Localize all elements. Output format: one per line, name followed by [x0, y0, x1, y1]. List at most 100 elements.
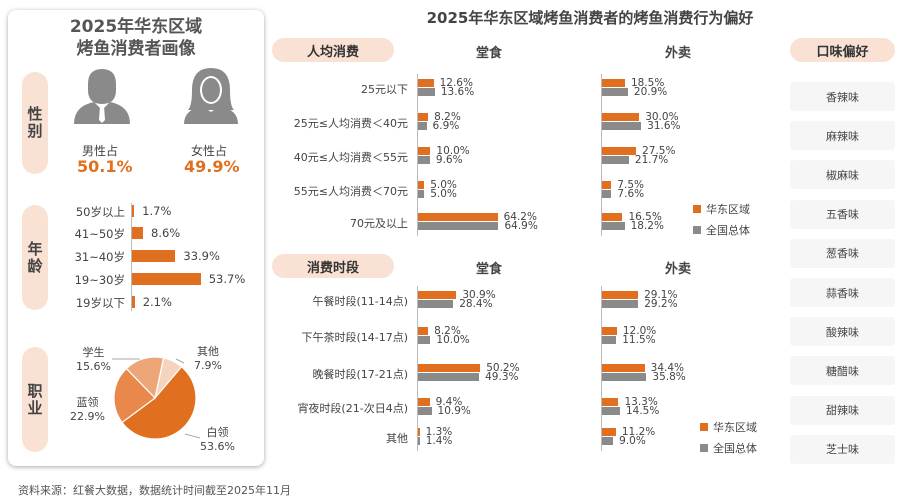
- bar-value: 7.6%: [617, 188, 645, 200]
- taste-item: 蒜香味: [790, 278, 895, 307]
- pie-slice-白领: [121, 365, 197, 440]
- taste-pill: 口味偏好: [790, 38, 895, 62]
- bar-value: 30.0%: [645, 111, 679, 123]
- female-icon: [184, 68, 238, 124]
- bar-category: 其他: [386, 432, 408, 445]
- bar-dine_in-east: [418, 79, 434, 87]
- bar-dine_in-national: [418, 122, 427, 130]
- female-value: 49.9%: [184, 157, 240, 176]
- bar-value: 10.9%: [437, 405, 471, 417]
- bar-takeout-national: [602, 373, 647, 381]
- bar-value: 12.0%: [622, 325, 657, 337]
- age-value: 8.6%: [151, 226, 181, 240]
- bar-value: 50.2%: [486, 362, 520, 374]
- age-category: 31~40岁: [74, 250, 125, 264]
- bar-dine_in-national: [418, 373, 480, 381]
- bar-value: 10.0%: [436, 145, 470, 157]
- bar-takeout-national: [602, 88, 628, 96]
- occupation-pie: [112, 356, 201, 440]
- bar-value: 35.8%: [652, 371, 686, 383]
- age-category: 19~30岁: [74, 273, 125, 287]
- bar-takeout-east: [602, 79, 625, 87]
- main-title: 2025年华东区域烤鱼消费者的烤鱼消费行为偏好: [426, 9, 754, 27]
- taste-item: 麻辣味: [790, 121, 895, 151]
- bar-takeout-national: [602, 336, 617, 344]
- bar-category: 55元≤人均消费＜70元: [293, 185, 408, 198]
- age-value: 33.9%: [183, 249, 220, 263]
- bar-value: 13.6%: [440, 86, 475, 98]
- bar-dine_in-national: [418, 190, 425, 198]
- age-category: 50岁以上: [75, 205, 125, 219]
- bar-dine_in-national: [418, 222, 499, 230]
- bar-value: 9.0%: [619, 435, 646, 447]
- legend-item-national: 全国总体: [693, 222, 750, 238]
- bar-dine_in-national: [418, 437, 420, 445]
- bar-dine_in-national: [418, 336, 431, 344]
- bar-value: 9.4%: [435, 396, 463, 408]
- bar-value: 16.5%: [628, 211, 662, 223]
- bar-value: 18.5%: [630, 77, 665, 89]
- bar-takeout-national: [602, 407, 620, 415]
- bar-value: 28.4%: [459, 298, 493, 310]
- bar-takeout-national: [602, 122, 642, 130]
- bar-dine_in-national: [418, 156, 430, 164]
- bar-category: 25元以下: [361, 83, 408, 96]
- female-label: 女性占: [191, 144, 228, 158]
- bar-category: 25元≤人均消费＜40元: [293, 117, 408, 130]
- bar-value: 1.3%: [425, 426, 453, 438]
- leader-line: [184, 433, 201, 439]
- bar-takeout-east: [602, 364, 645, 372]
- bar-value: 9.6%: [435, 154, 463, 166]
- bar-dine_in-east: [418, 113, 429, 121]
- pie-label-student: 学生 15.6%: [76, 346, 111, 373]
- legend-bottom: 华东区域 全国总体: [700, 419, 757, 456]
- bar-takeout-east: [602, 147, 637, 155]
- bar-value: 31.6%: [647, 120, 681, 132]
- bar-takeout-east: [602, 327, 617, 335]
- bar-value: 12.6%: [439, 77, 473, 89]
- portrait-title: 2025年华东区域 烤鱼消费者画像: [69, 17, 203, 59]
- bar-value: 29.2%: [644, 298, 678, 310]
- bar-takeout-east: [602, 291, 639, 299]
- age-bar: [132, 205, 135, 217]
- age-category: 19岁以下: [75, 296, 125, 310]
- taste-item: 糖醋味: [790, 356, 895, 386]
- bar-category: 70元及以上: [350, 217, 408, 230]
- bar-value: 10.0%: [436, 334, 470, 346]
- bar-value: 30.9%: [462, 289, 496, 301]
- taste-item: 香辣味: [790, 82, 895, 111]
- taste-item: 甜辣味: [790, 395, 895, 425]
- bar-dine_in-national: [418, 407, 432, 415]
- col-takeout-1: 外卖: [665, 46, 692, 61]
- occupation-pill: 职业: [22, 347, 48, 452]
- bar-takeout-national: [602, 156, 629, 164]
- bar-value: 64.2%: [503, 211, 537, 223]
- taste-item: 葱香味: [790, 238, 895, 268]
- bar-axis: [601, 74, 602, 236]
- section-pill-spend: 人均消费: [272, 38, 394, 62]
- bar-value: 13.3%: [624, 396, 658, 408]
- age-pill: 年龄: [22, 205, 48, 310]
- bar-axis: [417, 286, 418, 451]
- col-dinein-2: 堂食: [476, 262, 503, 277]
- pie-label-blue-collar: 蓝领 22.9%: [70, 396, 105, 423]
- taste-item: 芝士味: [790, 434, 895, 464]
- bar-takeout-national: [602, 190, 612, 198]
- bar-value: 27.5%: [642, 145, 676, 157]
- age-axis: [131, 203, 132, 311]
- age-bar: [132, 273, 201, 285]
- pie-slice-学生: [125, 356, 165, 400]
- age-bar: [132, 296, 135, 308]
- bar-value: 11.2%: [621, 426, 656, 438]
- age-bar: [132, 227, 143, 239]
- bar-dine_in-east: [418, 364, 481, 372]
- legend-item-east: 华东区域: [700, 419, 757, 435]
- source-note: 资料来源：红餐大数据，数据统计时间截至2025年11月: [18, 484, 291, 497]
- bar-value: 20.9%: [633, 86, 668, 98]
- bar-value: 8.2%: [434, 111, 461, 123]
- bar-dine_in-national: [418, 300, 454, 308]
- bar-dine_in-east: [418, 181, 425, 189]
- col-dinein-1: 堂食: [476, 46, 503, 61]
- bar-dine_in-national: [418, 88, 435, 96]
- leader-line: [175, 358, 185, 364]
